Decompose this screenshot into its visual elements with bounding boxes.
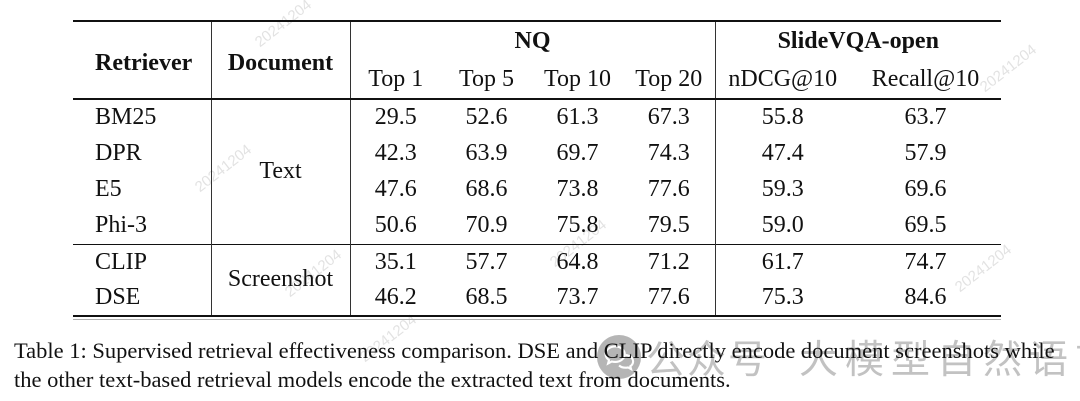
column-header-top20: Top 20 bbox=[623, 62, 716, 99]
metric-value: 73.7 bbox=[556, 283, 599, 310]
column-header-ndcg10: nDCG@10 bbox=[728, 66, 838, 93]
metric-value: 84.6 bbox=[904, 283, 947, 310]
retriever-name: BM25 bbox=[73, 99, 212, 136]
metric-value: 75.3 bbox=[761, 283, 804, 310]
metric-value: 70.9 bbox=[465, 212, 508, 239]
retriever-name: DPR bbox=[73, 136, 212, 172]
metric-value: 68.5 bbox=[465, 283, 508, 310]
caption-line-2: the other text-based retrieval models en… bbox=[14, 367, 731, 392]
metric-value: 79.5 bbox=[623, 208, 716, 245]
metric-value: 63.7 bbox=[904, 104, 947, 131]
retriever-name: DSE bbox=[73, 280, 212, 316]
table-caption: Table 1: Supervised retrieval effectiven… bbox=[14, 336, 1076, 394]
metric-value: 57.9 bbox=[904, 140, 947, 167]
table-container: Retriever Document NQ SlideVQA-open Top … bbox=[73, 20, 1002, 320]
table-group-screenshot: CLIP Screenshot 35.1 57.7 64.8 71.2 61.7… bbox=[73, 244, 1002, 316]
metric-value: 47.6 bbox=[374, 176, 417, 203]
metric-value: 55.8 bbox=[761, 104, 804, 131]
document-type: Text bbox=[211, 99, 351, 245]
metric-value: 77.6 bbox=[623, 172, 716, 208]
metric-value: 59.0 bbox=[761, 212, 804, 239]
metric-value: 59.3 bbox=[761, 176, 804, 203]
metric-value: 68.6 bbox=[465, 176, 508, 203]
caption-line-1: Table 1: Supervised retrieval effectiven… bbox=[14, 338, 1055, 363]
column-header-top5: Top 5 bbox=[459, 66, 514, 93]
results-table: Retriever Document NQ SlideVQA-open Top … bbox=[73, 20, 1002, 317]
table-row: CLIP Screenshot 35.1 57.7 64.8 71.2 61.7… bbox=[73, 244, 1002, 316]
metric-value: 69.6 bbox=[904, 176, 947, 203]
group-header-nq: NQ bbox=[350, 21, 716, 62]
metric-value: 57.7 bbox=[441, 244, 532, 280]
retriever-name: CLIP bbox=[73, 244, 212, 280]
metric-value: 63.9 bbox=[465, 140, 508, 167]
metric-value: 47.4 bbox=[761, 140, 804, 167]
metric-value: 52.6 bbox=[465, 104, 508, 131]
retriever-name: E5 bbox=[73, 172, 212, 208]
table-row: BM25 Text 29.5 52.6 61.3 67.3 55.8 63.7 bbox=[73, 99, 1001, 245]
metric-value: 73.8 bbox=[556, 176, 599, 203]
column-header-document: Document bbox=[211, 21, 351, 99]
table-header: Retriever Document NQ SlideVQA-open Top … bbox=[73, 21, 1002, 99]
table-row: DPR 42.3 63.9 69.7 74.3 47.4 57.9 bbox=[73, 136, 1001, 172]
document-type: Screenshot bbox=[211, 244, 351, 316]
group-header-slidevqa-open: SlideVQA-open bbox=[777, 28, 939, 55]
metric-value: 71.2 bbox=[623, 244, 716, 280]
metric-value: 69.5 bbox=[904, 212, 947, 239]
metric-value: 42.3 bbox=[374, 140, 417, 167]
table-row: Phi-3 50.6 70.9 75.8 79.5 59.0 69.5 bbox=[73, 208, 1001, 245]
metric-value: 77.6 bbox=[623, 280, 716, 316]
retriever-name: Phi-3 bbox=[73, 208, 212, 245]
metric-value: 29.5 bbox=[374, 104, 417, 131]
metric-value: 67.3 bbox=[623, 99, 716, 136]
table-row: DSE 46.2 68.5 73.7 77.6 75.3 84.6 bbox=[73, 280, 1001, 316]
metric-value: 61.7 bbox=[715, 244, 850, 280]
column-header-top10: Top 10 bbox=[544, 66, 611, 93]
metric-value: 74.7 bbox=[850, 244, 1002, 280]
metric-value: 50.6 bbox=[374, 212, 417, 239]
metric-value: 74.3 bbox=[623, 136, 716, 172]
metric-value: 69.7 bbox=[556, 140, 599, 167]
metric-value: 35.1 bbox=[350, 244, 441, 280]
metric-value: 46.2 bbox=[374, 283, 417, 310]
metric-value: 75.8 bbox=[556, 212, 599, 239]
table-group-text: BM25 Text 29.5 52.6 61.3 67.3 55.8 63.7 … bbox=[73, 99, 1001, 245]
table-bottom-shadow-rule bbox=[73, 319, 1001, 320]
column-header-retriever: Retriever bbox=[73, 21, 212, 99]
metric-value: 61.3 bbox=[556, 104, 599, 131]
column-header-top1: Top 1 bbox=[368, 66, 424, 93]
column-header-recall10: Recall@10 bbox=[871, 66, 980, 93]
table-row: E5 47.6 68.6 73.8 77.6 59.3 69.6 bbox=[73, 172, 1001, 208]
metric-value: 64.8 bbox=[532, 244, 623, 280]
